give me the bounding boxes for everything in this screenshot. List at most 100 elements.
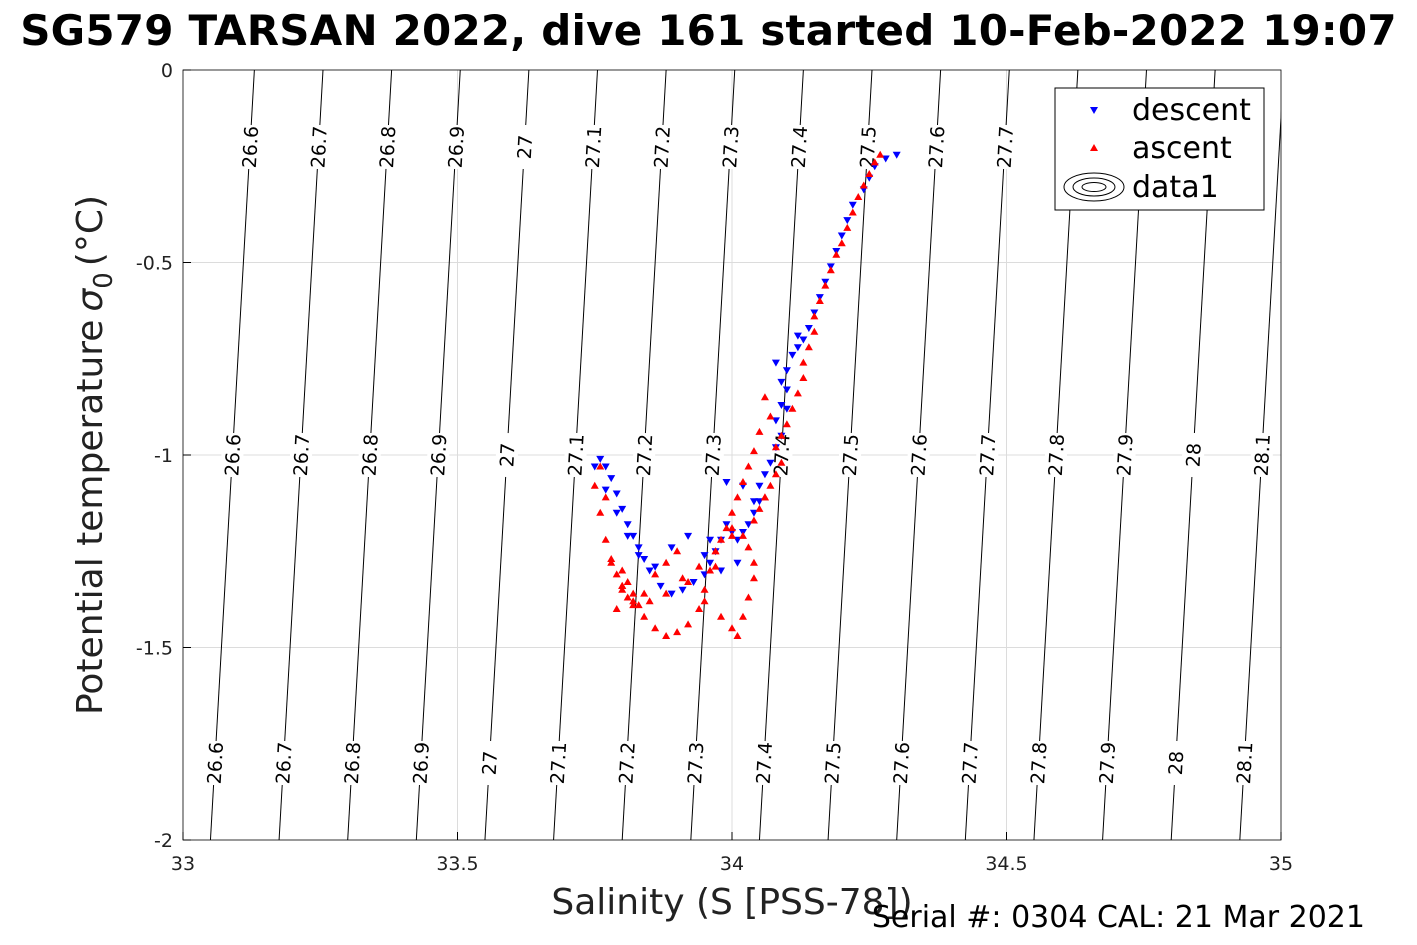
x-tick-label: 33 — [171, 853, 195, 875]
ascent-point — [799, 374, 808, 381]
ascent-point — [717, 612, 726, 620]
ascent-point — [777, 458, 786, 466]
ascent-point — [804, 343, 813, 351]
contour-label-bg — [271, 740, 296, 786]
contour-label: 26.9 — [427, 433, 451, 476]
ascent-point — [711, 547, 720, 555]
ascent-point — [733, 493, 742, 501]
contour-label-group: 27.7 — [992, 124, 1018, 170]
ascent-point — [749, 558, 758, 566]
contour-label: 27.3 — [719, 125, 743, 168]
ascent-point — [607, 558, 616, 566]
descent-point — [607, 475, 616, 483]
contour-label-group: 27.9 — [1094, 740, 1120, 786]
descent-point — [629, 532, 638, 540]
contour-label-group: 26.7 — [306, 124, 332, 170]
legend-label: descent — [1132, 93, 1251, 128]
svg-text:Potential temperatureσ0(°C): Potential temperature σ0 (°C) — [70, 195, 119, 715]
legend-contour-icon — [1072, 177, 1116, 197]
ascent-point — [771, 470, 780, 478]
ascent-point — [695, 562, 704, 570]
contour-label-bg — [855, 124, 880, 170]
legend-box — [1054, 87, 1265, 211]
contour-label: 27.2 — [633, 433, 657, 476]
contour-label-bg — [751, 740, 777, 786]
descent-point — [623, 532, 632, 540]
descent-point — [700, 552, 709, 560]
ascent-point — [596, 508, 605, 516]
descent-point — [612, 490, 621, 498]
ascent-point — [749, 516, 758, 524]
contour-label: 27 — [479, 750, 502, 775]
contour-label: 26.7 — [307, 125, 331, 168]
descent-point — [755, 482, 764, 490]
legend-item-data1: data1 — [1063, 170, 1219, 205]
contour-label-group: 27.6 — [888, 740, 914, 786]
ascent-point — [601, 493, 610, 501]
contour-label-group: 26.9 — [443, 124, 469, 170]
ascent-point — [810, 312, 819, 320]
contour-label-bg — [237, 124, 263, 170]
descent-point — [771, 359, 780, 367]
ascent-point — [645, 597, 654, 605]
contour-label: 27.4 — [770, 433, 794, 476]
contour-label-group: 27.3 — [682, 740, 708, 786]
contour-label-bg — [975, 432, 1000, 478]
contour-label-bg — [649, 124, 674, 170]
ascent-point — [771, 443, 780, 451]
ascent-point — [843, 223, 852, 231]
ascent-point — [848, 208, 857, 216]
ascent-point — [728, 524, 736, 532]
contour-label-bg — [306, 124, 331, 170]
descent-point — [760, 471, 769, 479]
ascent-point — [826, 266, 835, 274]
contour-label-group: 26.6 — [237, 124, 263, 170]
contour-label-group: 27.6 — [923, 124, 949, 170]
contour-label-bg — [1112, 432, 1137, 478]
descent-point — [777, 401, 786, 409]
descent-point — [667, 590, 676, 598]
chart-title: SG579 TARSAN 2022, dive 161 started 10-F… — [20, 6, 1397, 55]
contour-label: 27.6 — [925, 125, 949, 168]
ascent-point — [865, 169, 874, 177]
ascent-point — [684, 578, 693, 586]
descent-point — [722, 478, 731, 486]
x-tick-label: 34.5 — [985, 853, 1027, 875]
ascent-point — [832, 250, 841, 258]
serial-calibration-note: Serial #: 0304 CAL: 21 Mar 2021 — [871, 900, 1365, 935]
descent-point — [848, 201, 857, 209]
ascent-point — [782, 420, 791, 428]
ascent-point — [612, 605, 621, 612]
descent-point — [782, 405, 791, 413]
contour-label: 28.1 — [1251, 433, 1275, 476]
contour-label-group: 26.6 — [202, 740, 228, 786]
contour-label-bg — [923, 124, 949, 170]
legend-item-ascent: ascent — [1090, 131, 1232, 166]
contour-label-group: 27.5 — [820, 740, 846, 786]
contour-label-bg — [820, 740, 845, 786]
descent-point — [596, 455, 605, 463]
series-descent — [590, 151, 901, 598]
ascent-point — [629, 601, 638, 609]
descent-point — [667, 544, 676, 552]
contour-label-group: 27.9 — [1112, 432, 1138, 478]
density-contours: 26.6 26.6 26.6 26.7 26.7 26.7 26.8 26.8 26.8 26.9… — [202, 70, 1281, 840]
contour-label-bg — [1094, 740, 1120, 786]
contour-label: 27.2 — [615, 741, 639, 784]
ascent-point — [777, 431, 786, 439]
contour-label-bg — [631, 432, 657, 478]
contour-label-group: 27.8 — [1026, 740, 1052, 786]
y-axis-label-subscript: 0 — [89, 272, 119, 289]
descent-point — [777, 378, 786, 386]
contour-label-bg — [1026, 740, 1051, 786]
contour-label-group: 27.2 — [649, 124, 675, 170]
contour-label-bg — [443, 124, 469, 170]
ascent-point — [684, 620, 693, 628]
ascent-point — [596, 462, 605, 470]
contour-label-group: 27 — [512, 124, 537, 170]
contour-label-group: 26.9 — [426, 432, 451, 478]
ascent-point — [766, 412, 775, 420]
contour-label-bg — [512, 124, 537, 170]
descent-point — [656, 582, 665, 590]
contour-label: 28 — [1182, 442, 1205, 467]
